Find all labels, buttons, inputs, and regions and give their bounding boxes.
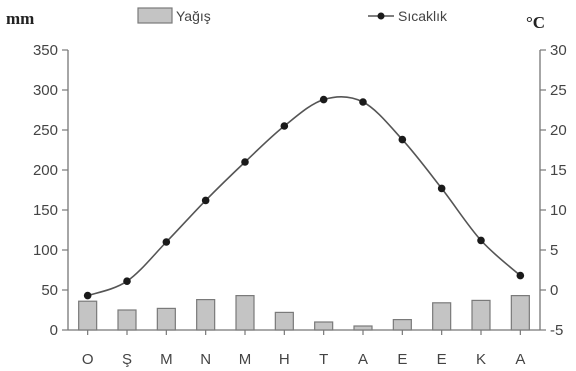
precipitation-bar [314, 321, 334, 331]
right-tick-label: 5 [550, 242, 558, 259]
legend-label-precipitation: Yağış [176, 8, 211, 24]
x-tick-label: A [515, 351, 525, 368]
precipitation-bar [392, 319, 412, 331]
temperature-point [359, 98, 367, 106]
temperature-point [437, 184, 446, 193]
legend: Yağış Sıcaklık [137, 7, 448, 24]
x-tick-label: M [239, 351, 252, 368]
right-tick-label: -5 [550, 322, 563, 339]
x-tick-label: H [279, 351, 290, 368]
legend-label-temperature: Sıcaklık [398, 8, 448, 24]
x-tick-label: A [358, 351, 368, 368]
precipitation-bar [471, 299, 491, 331]
x-tick-label: Ş [122, 351, 132, 368]
temperature-point [162, 238, 171, 246]
precipitation-bar [432, 302, 452, 331]
left-axis-unit: mm [6, 9, 34, 28]
precipitation-bars [78, 295, 530, 331]
precipitation-bar [196, 299, 216, 331]
x-tick-label: E [437, 351, 447, 368]
precipitation-bar [156, 307, 176, 331]
precipitation-bar [78, 300, 98, 331]
temperature-point [477, 236, 485, 245]
temperature-point [516, 271, 525, 280]
temperature-point [123, 277, 131, 286]
left-tick-label: 350 [33, 42, 58, 59]
left-tick-label: 300 [33, 82, 58, 99]
temperature-point [201, 196, 210, 205]
x-tick-label: T [319, 351, 328, 368]
temperature-line [83, 95, 525, 300]
legend-swatch-precipitation [137, 7, 173, 24]
left-tick-label: 200 [33, 162, 58, 179]
temperature-point [83, 291, 92, 300]
temperature-curve [87, 95, 521, 297]
axes [62, 49, 546, 335]
x-tick-label: N [200, 351, 211, 368]
right-tick-label: 0 [550, 282, 558, 299]
temperature-point [280, 122, 289, 130]
left-tick-label: 250 [33, 122, 58, 139]
temperature-point [241, 158, 249, 166]
legend-marker-temperature [377, 12, 385, 20]
axis-labels: 0 50 100 150 200 250 300 350 -5 0 5 10 15 20 25 30 O Ş M N M… [33, 42, 567, 368]
temperature-point [319, 95, 328, 104]
x-tick-label: E [397, 351, 407, 368]
right-tick-label: 10 [550, 202, 567, 219]
precipitation-bar [353, 325, 373, 331]
right-tick-label: 25 [550, 82, 567, 99]
left-tick-label: 100 [33, 242, 58, 259]
right-tick-label: 30 [550, 42, 567, 59]
precipitation-bar [510, 295, 530, 331]
right-axis-unit: °C [526, 13, 545, 32]
x-tick-label: M [160, 351, 173, 368]
right-tick-label: 15 [550, 162, 567, 179]
precipitation-bar [235, 295, 255, 331]
temperature-point [398, 135, 407, 144]
left-tick-label: 0 [50, 322, 58, 339]
left-tick-label: 50 [41, 282, 58, 299]
x-tick-label: O [82, 351, 94, 368]
precipitation-bar [274, 311, 294, 331]
x-tick-label: K [476, 351, 486, 368]
left-tick-label: 150 [33, 202, 58, 219]
precipitation-bar [117, 309, 137, 331]
right-tick-label: 20 [550, 122, 567, 139]
